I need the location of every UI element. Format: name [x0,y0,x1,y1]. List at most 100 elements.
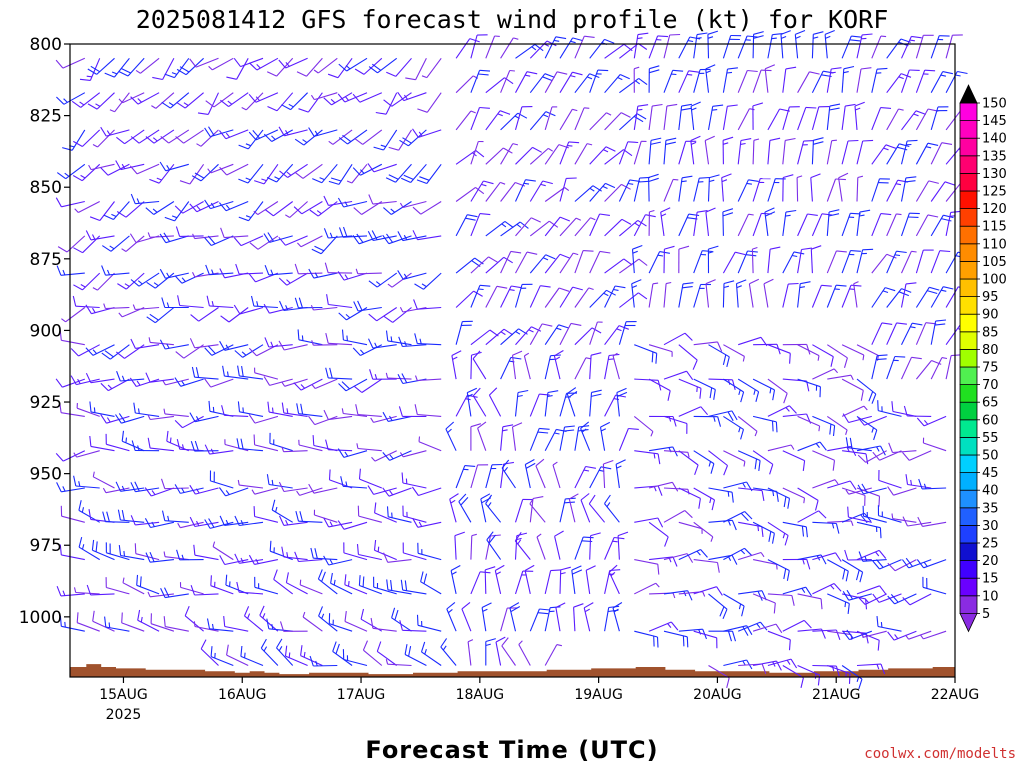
wind-barb [574,327,602,346]
wind-barb [440,638,457,666]
wind-barb-half-flag [192,233,196,239]
wind-barb-half-flag [403,94,408,100]
wind-barb [485,181,506,202]
wind-barb [100,126,130,137]
wind-barb-staff [194,593,219,596]
wind-barb [857,450,887,463]
wind-barb [296,403,323,417]
wind-barb-staff [298,339,323,346]
wind-barb-staff [344,620,368,632]
wind-barb-flag [620,112,631,118]
wind-barb-staff [559,71,573,93]
wind-barb [204,126,234,138]
wind-barb-half-flag [452,356,458,360]
wind-barb-flag [589,73,600,79]
colorbar-segment [959,102,978,122]
wind-barb-staff [767,108,781,131]
wind-barb [858,551,887,562]
wind-barb-staff [330,582,353,595]
wind-barb-flag [176,549,181,560]
wind-barb-half-flag [923,483,927,489]
wind-barb-flag [472,387,481,397]
wind-barb-flag [144,487,152,497]
wind-barb-half-flag [62,590,66,596]
wind-barb-flag [650,137,662,141]
wind-barb [85,372,115,384]
wind-barb-flag [583,602,594,609]
wind-barb [737,450,761,471]
wind-barb-staff [544,253,561,274]
wind-barb-flag [71,100,82,108]
wind-barb-flag [367,485,375,495]
wind-barb-flag [326,294,329,305]
wind-barb-flag [503,147,513,154]
wind-barb [121,430,145,452]
wind-barb-flag [70,348,79,357]
wind-barb [856,33,873,59]
wind-barb-flag [404,580,408,591]
wind-barb-staff [663,553,688,561]
wind-barb [237,479,264,489]
wind-barb-staff [608,571,620,595]
wind-barb [633,214,656,237]
wind-barb-half-flag [723,285,730,289]
wind-barb-flag [397,270,404,280]
wind-barb [915,34,934,59]
wind-barb-half-flag [109,109,115,113]
wind-barb [794,29,806,59]
wind-barb-half-flag [314,130,319,136]
wind-barb-flag [740,138,752,142]
wind-barb-flag [753,31,764,35]
wind-barb-staff [373,415,397,423]
wind-barb [573,603,584,632]
wind-barb-half-flag [845,429,848,435]
wind-barb [782,66,797,93]
wind-barb-staff [678,36,691,59]
colorbar-tick-label: 145 [982,114,1007,129]
wind-barb [845,487,872,495]
wind-barb-flag [195,367,200,378]
wind-barb [871,287,896,308]
wind-barb-half-flag [949,215,956,217]
wind-barb-staff [518,644,531,666]
wind-barb [690,135,701,165]
wind-barb [176,438,204,452]
wind-barb [472,387,487,417]
wind-barb-flag [115,481,121,492]
wind-barb-flag [205,100,215,108]
wind-barb [500,143,519,165]
wind-barb-staff [544,144,560,165]
colorbar-segment [959,155,978,174]
wind-barb-staff [418,129,442,138]
time-tick-label: 16AUG [218,687,267,703]
wind-barb-flag [325,332,329,344]
wind-barb [266,474,293,489]
colorbar-tick-label: 100 [982,273,1007,288]
wind-barb-staff [901,322,913,345]
wind-barb-half-flag [171,215,178,219]
wind-barb-staff [705,212,710,236]
wind-barb-flag [234,515,240,526]
wind-barb [663,415,688,434]
wind-barb-flag [327,73,339,79]
wind-barb [738,487,765,501]
wind-barb [915,322,937,345]
wind-barb [887,486,917,496]
wind-barb-staff [153,129,175,144]
wind-barb-half-flag [418,131,423,137]
wind-barb-flag [200,639,207,650]
wind-barb-half-flag [801,587,806,594]
wind-barb-half-flag [271,479,274,486]
wind-barb-flag [416,179,427,185]
wind-barb-flag [741,605,745,617]
wind-barb-half-flag [855,107,861,111]
wind-barb-half-flag [635,80,641,85]
wind-barb-flag [193,544,196,556]
wind-barb [470,34,488,59]
wind-barb-flag [412,206,422,215]
credit-text: coolwx.com/modelts [864,746,1016,762]
wind-barb [399,620,427,632]
wind-barb [902,593,932,606]
wind-barb-flag [362,640,369,651]
wind-barb-staff [738,487,763,492]
